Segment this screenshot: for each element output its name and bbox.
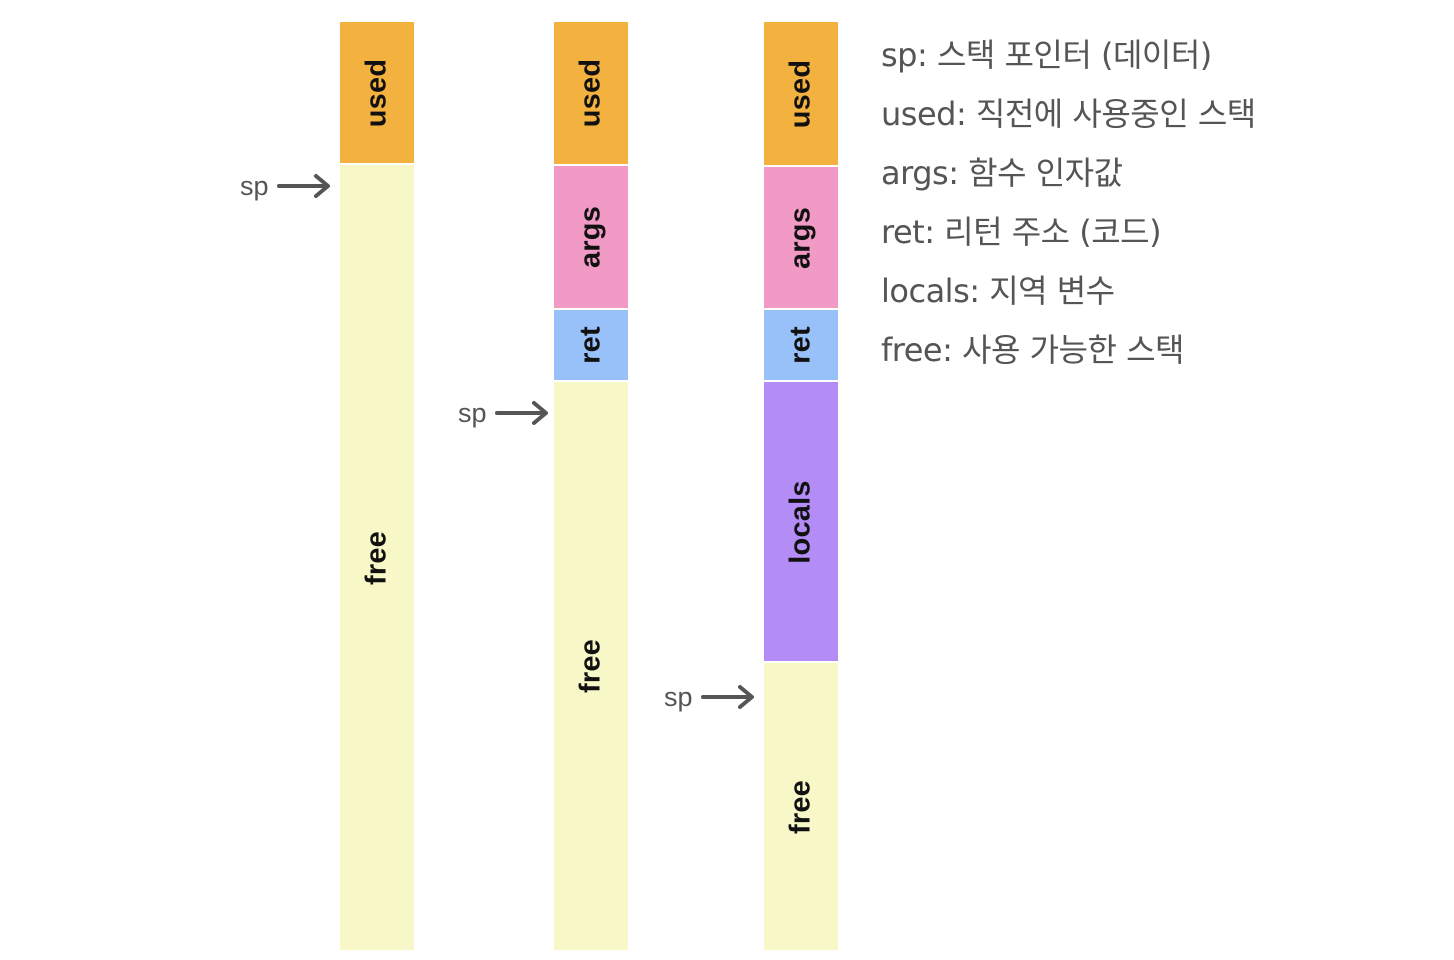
right-arrow-icon [700,685,754,709]
segment-args: args [764,167,838,310]
right-arrow-icon [276,174,330,198]
right-arrow-icon [494,401,548,425]
stack-1-sp-pointer: sp [240,171,333,201]
segment-label-free: free [360,530,393,585]
sp-label: sp [458,398,487,428]
segment-free: free [340,165,414,950]
stack-2-sp-pointer: sp [458,398,551,428]
segment-label-ret: ret [784,326,817,364]
segment-args: args [554,166,628,310]
legend-item-used: used: 직전에 사용중인 스택 [881,95,1256,133]
segment-label-used: used [360,58,393,127]
legend-item-free: free: 사용 가능한 스택 [881,331,1184,369]
legend-item-args: args: 함수 인자값 [881,154,1123,192]
segment-label-free: free [574,639,607,693]
stack-2: used args ret free [554,22,628,950]
segment-free: free [764,663,838,950]
stack-1: used free [340,22,414,950]
segment-label-ret: ret [574,326,607,364]
segment-locals: locals [764,382,838,663]
stack-3: used args ret locals free [764,22,838,950]
segment-used: used [340,22,414,165]
segment-free: free [554,382,628,950]
segment-label-locals: locals [784,479,817,564]
legend-item-sp: sp: 스택 포인터 (데이터) [881,36,1212,74]
segment-used: used [764,22,838,167]
segment-label-args: args [574,205,607,269]
segment-ret: ret [554,310,628,382]
segment-used: used [554,22,628,166]
segment-label-used: used [784,59,817,128]
segment-label-used: used [574,58,607,128]
segment-ret: ret [764,310,838,382]
legend-item-ret: ret: 리턴 주소 (코드) [881,213,1162,251]
sp-label: sp [240,171,269,201]
legend-item-locals: locals: 지역 변수 [881,272,1115,310]
legend: sp: 스택 포인터 (데이터) used: 직전에 사용중인 스택 args:… [881,30,1256,384]
stack-3-sp-pointer: sp [664,682,757,712]
sp-label: sp [664,682,693,712]
segment-label-free: free [784,779,817,834]
segment-label-args: args [784,206,817,269]
